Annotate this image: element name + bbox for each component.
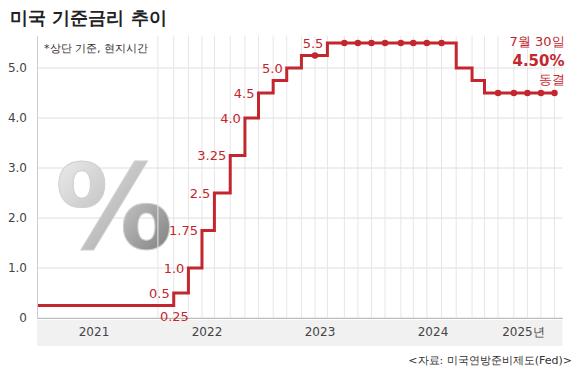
y-axis-line bbox=[37, 36, 38, 319]
event-grid-line bbox=[244, 36, 245, 319]
x-tick-label: 2025년 bbox=[502, 325, 545, 339]
y-tick-label: 0 bbox=[19, 311, 27, 325]
x-axis-band bbox=[37, 320, 562, 346]
x-tick: 2024 bbox=[418, 318, 449, 339]
y-tick: 5.0 bbox=[8, 61, 37, 75]
title: 미국 기준금리 추이 bbox=[10, 7, 167, 28]
data-label: 1.75 bbox=[169, 223, 198, 238]
chart: 미국 기준금리 추이% *상단 기준, 현지시간 0 1.0 2.0 3.0 4.0 5.0 2… bbox=[0, 0, 580, 374]
data-label: 2.5 bbox=[190, 186, 211, 201]
y-tick: 4.0 bbox=[8, 111, 37, 125]
event-grid-line bbox=[214, 36, 215, 319]
hold-marker bbox=[341, 40, 347, 46]
event-grid-line bbox=[371, 36, 372, 319]
event-grid-line bbox=[513, 36, 514, 319]
hold-marker bbox=[398, 40, 404, 46]
x-tick: 2022 bbox=[192, 318, 223, 339]
grid-line bbox=[37, 118, 562, 119]
plot-marks bbox=[37, 36, 558, 319]
annotation-text: 4.50% bbox=[512, 52, 564, 70]
annotation: 7월 30일 4.50% 동결 bbox=[510, 34, 565, 87]
y-tick: 2.0 bbox=[8, 211, 37, 225]
x-tick: 2023 bbox=[305, 318, 336, 339]
event-grid-line bbox=[413, 36, 414, 319]
data-label: 5.0 bbox=[262, 61, 283, 76]
y-tick-label: 1.0 bbox=[8, 261, 27, 275]
data-labels: 0.25 0.5 1.0 1.75 2.5 3.25 4.0 4.5 5.0 5.5 bbox=[149, 36, 323, 324]
data-label: 0.25 bbox=[160, 309, 189, 324]
data-label: 3.25 bbox=[197, 148, 226, 163]
event-grid-line bbox=[498, 36, 499, 319]
y-tick-label: 5.0 bbox=[8, 61, 27, 75]
event-grid-line bbox=[357, 36, 358, 319]
watermark: % bbox=[55, 138, 173, 276]
hold-marker bbox=[368, 40, 374, 46]
event-grid-line bbox=[441, 36, 442, 319]
event-grid-line bbox=[273, 36, 274, 319]
y-tick-label: 3.0 bbox=[8, 161, 27, 175]
x-tick-label: 2023 bbox=[305, 325, 336, 339]
y-tick-label: 4.0 bbox=[8, 111, 27, 125]
event-grid-line bbox=[484, 36, 485, 319]
data-label: 4.5 bbox=[234, 86, 255, 101]
grid-line bbox=[37, 318, 562, 319]
event-grid-line bbox=[327, 36, 328, 319]
event-grid-line bbox=[314, 36, 315, 319]
hold-marker bbox=[511, 90, 517, 96]
x-axis-line bbox=[38, 318, 563, 319]
x-tick-label: 2022 bbox=[192, 325, 223, 339]
hold-marker bbox=[424, 40, 430, 46]
event-grid-line bbox=[385, 36, 386, 319]
x-tick-label: 2024 bbox=[418, 325, 449, 339]
hold-marker bbox=[382, 40, 388, 46]
y-tick: 3.0 bbox=[8, 161, 37, 175]
x-tick-label: 2021 bbox=[79, 325, 110, 339]
data-label: 0.5 bbox=[149, 286, 170, 301]
hold-marker bbox=[495, 90, 501, 96]
event-grid-line bbox=[527, 36, 528, 319]
x-tick: 2021 bbox=[79, 318, 110, 339]
hold-marker bbox=[355, 40, 361, 46]
hold-marker bbox=[438, 40, 444, 46]
hold-marker bbox=[551, 90, 557, 96]
y-tick: 0 bbox=[19, 311, 37, 325]
data-label: 4.0 bbox=[220, 111, 241, 126]
y-axis: 0 1.0 2.0 3.0 4.0 5.0 bbox=[8, 36, 38, 325]
event-grid bbox=[158, 36, 555, 319]
x-tick: 2025년 bbox=[502, 318, 545, 339]
event-grid-line bbox=[426, 36, 427, 319]
hold-marker bbox=[312, 52, 318, 58]
subtitle: *상단 기준, 현지시간 bbox=[44, 42, 148, 55]
y-tick-label: 2.0 bbox=[8, 211, 27, 225]
data-label: 5.5 bbox=[303, 36, 324, 51]
hold-marker bbox=[538, 90, 544, 96]
rate-line bbox=[37, 43, 555, 306]
hold-marker bbox=[524, 90, 530, 96]
source: <자료: 미국연방준비제도(Fed)> bbox=[408, 354, 572, 367]
event-grid-line bbox=[157, 36, 158, 319]
annotation-text: 동결 bbox=[539, 72, 565, 87]
grid bbox=[37, 68, 562, 318]
hold-marker bbox=[410, 40, 416, 46]
event-grid-line bbox=[456, 36, 457, 319]
event-grid-line bbox=[344, 36, 345, 319]
event-grid-line bbox=[201, 36, 202, 319]
y-tick: 1.0 bbox=[8, 261, 37, 275]
annotation-text: 7월 30일 bbox=[510, 34, 565, 49]
x-axis: 2021 2022 2023 2024 2025년 bbox=[38, 318, 563, 339]
event-grid-line bbox=[258, 36, 259, 319]
event-grid-line bbox=[301, 36, 302, 319]
data-label: 1.0 bbox=[164, 261, 185, 276]
event-grid-line bbox=[400, 36, 401, 319]
